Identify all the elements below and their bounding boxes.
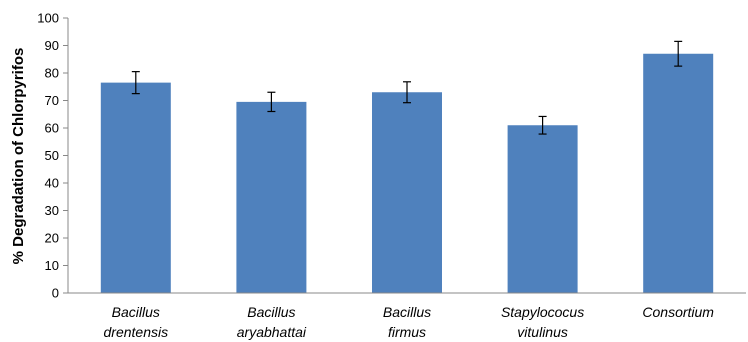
y-tick-label: 0 <box>52 286 59 301</box>
y-tick-label: 10 <box>45 258 59 273</box>
x-axis-labels: Bacillus drentensis Bacillus aryabhattai Bac… <box>104 304 715 340</box>
y-axis-ticks: 0 10 20 30 40 50 60 70 80 90 100 <box>37 11 68 301</box>
error-bars <box>131 40 683 135</box>
y-tick-label: 80 <box>45 66 59 81</box>
x-category-label: Bacillus firmus <box>383 304 431 340</box>
y-tick-label: 30 <box>45 203 59 218</box>
bars <box>100 53 714 293</box>
y-tick-label: 90 <box>45 38 59 53</box>
bar <box>236 101 307 293</box>
y-axis-title: % Degradation of Chlorpyrifos <box>10 48 27 265</box>
x-category-label: Stapylococus vitulinus <box>501 304 584 340</box>
y-tick-label: 40 <box>45 176 59 191</box>
x-category-label: Bacillus drentensis <box>104 304 169 340</box>
bar <box>100 82 171 293</box>
y-tick-label: 100 <box>37 11 59 26</box>
x-category-label: Consortium <box>642 304 714 320</box>
y-tick-label: 50 <box>45 148 59 163</box>
x-category-label: Bacillus aryabhattai <box>237 304 307 340</box>
bar <box>507 125 578 293</box>
y-tick-label: 70 <box>45 93 59 108</box>
y-tick-label: 20 <box>45 231 59 246</box>
bar <box>643 53 714 293</box>
bar <box>372 92 442 293</box>
y-tick-label: 60 <box>45 121 59 136</box>
